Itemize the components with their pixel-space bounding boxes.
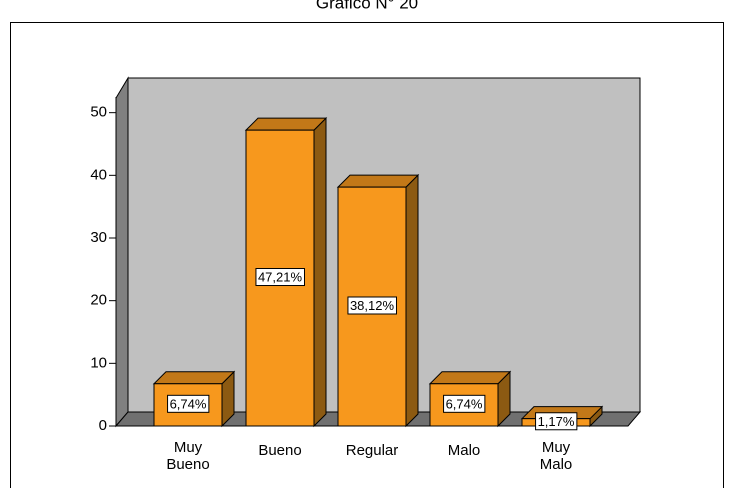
bar-side <box>313 116 327 428</box>
y-tick-label: 30 <box>90 229 107 246</box>
value-label: 6,74% <box>446 396 483 411</box>
value-label-box <box>255 268 305 287</box>
x-tick-label: Bueno <box>258 442 301 459</box>
x-tick-label: Regular <box>346 442 399 459</box>
y-tick-label: 20 <box>90 292 107 309</box>
bar-top <box>428 371 512 385</box>
value-label-box <box>535 412 578 431</box>
value-label-box <box>347 296 397 315</box>
x-tick-label: Muy Bueno <box>166 439 209 473</box>
value-label: 6,74% <box>170 396 207 411</box>
bar-top <box>152 371 236 385</box>
y-tick-label: 0 <box>99 417 107 434</box>
value-label-box <box>443 394 486 413</box>
bar-top <box>244 117 328 131</box>
y-tick-label: 50 <box>90 104 107 121</box>
y-tick-label: 40 <box>90 166 107 183</box>
y-tick-label: 10 <box>90 354 107 371</box>
value-label: 1,17% <box>538 414 575 429</box>
chart-title: Gráfico N° 20 <box>316 0 418 12</box>
x-tick-label: Malo <box>448 442 481 459</box>
value-label: 38,12% <box>350 298 395 313</box>
x-tick-label: Muy Malo <box>540 439 573 473</box>
bar-side <box>405 173 419 428</box>
value-label: 47,21% <box>258 270 303 285</box>
bar <box>428 370 512 428</box>
side-wall <box>115 76 129 428</box>
bar-top <box>336 174 420 188</box>
value-label-box <box>167 394 210 413</box>
